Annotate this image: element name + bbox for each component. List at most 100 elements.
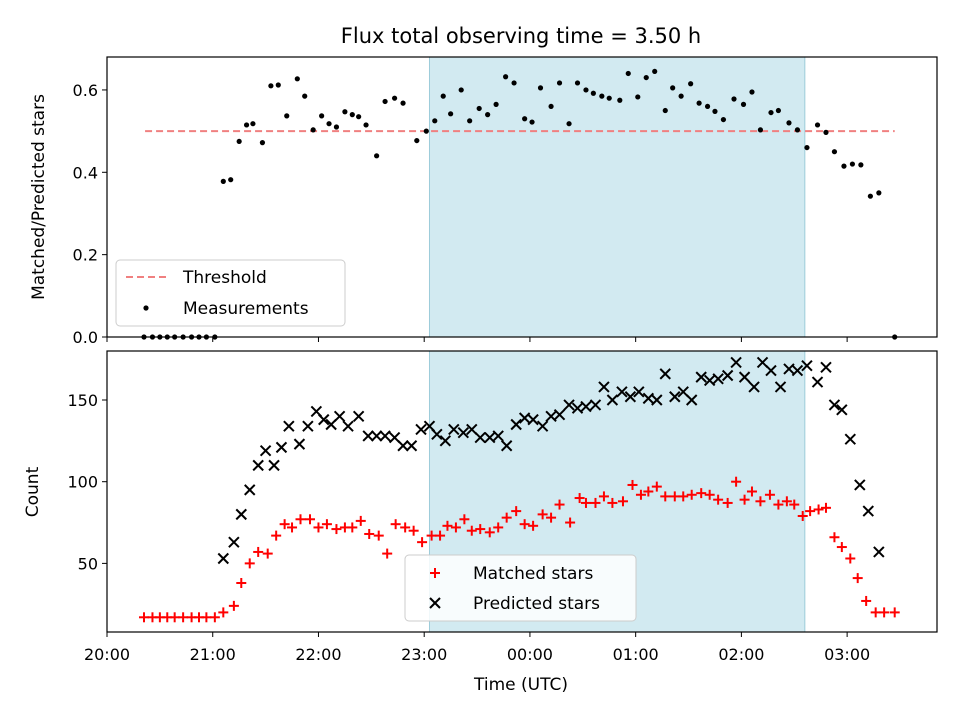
measurement-point xyxy=(635,94,641,100)
predicted-star-point xyxy=(703,374,716,387)
measurement-point xyxy=(670,85,676,91)
x-tick-label: 03:00 xyxy=(824,645,870,664)
predicted-star-point xyxy=(293,438,306,450)
ratio-y-tick-label: 0.6 xyxy=(73,81,98,100)
measurement-point xyxy=(823,129,829,135)
measurement-point xyxy=(599,93,605,99)
ratio-y-tick-label: 0.0 xyxy=(73,328,98,347)
x-tick-label: 00:00 xyxy=(507,645,553,664)
measurement-point xyxy=(731,96,737,102)
predicted-star-point xyxy=(659,368,671,380)
measurement-point xyxy=(678,93,684,99)
measurement-point xyxy=(841,163,847,169)
predicted-star-point xyxy=(244,484,256,496)
measurement-point xyxy=(243,122,250,128)
measurement-point xyxy=(228,177,234,183)
matched-star-point xyxy=(364,528,375,539)
predicted-star-point xyxy=(862,505,874,517)
ratio-panel: 0.0 0.2 0.4 0.6 Matched/Predicted stars Thr… xyxy=(29,56,938,347)
predicted-star-point xyxy=(873,546,885,558)
measurement-point xyxy=(382,98,388,105)
predicted-star-point xyxy=(695,371,707,383)
predicted-star-point xyxy=(616,386,628,398)
matched-star-point xyxy=(400,522,411,533)
predicted-star-point xyxy=(712,373,724,385)
measurement-point xyxy=(606,95,612,101)
matched-star-point xyxy=(408,525,419,536)
matched-star-point xyxy=(459,514,470,525)
measurement-point xyxy=(458,87,464,93)
measurement-point xyxy=(712,108,718,114)
predicted-star-point xyxy=(606,394,619,406)
matched-star-point xyxy=(870,607,881,618)
matched-star-point xyxy=(746,486,757,497)
measurement-point xyxy=(349,112,355,118)
count-y-tick-label: 150 xyxy=(67,391,98,410)
matched-star-point xyxy=(669,491,680,502)
predicted-star-point xyxy=(439,435,452,447)
x-tick-label: 21:00 xyxy=(190,645,236,664)
measurement-point xyxy=(467,118,473,124)
predicted-star-point xyxy=(553,409,566,421)
matched-star-point xyxy=(574,493,585,504)
ratio-y-ticks: 0.0 0.2 0.4 0.6 xyxy=(73,81,107,347)
ratio-panel-frame xyxy=(106,56,938,338)
predicted-star-point xyxy=(844,433,857,445)
measurement-point xyxy=(400,100,406,106)
ratio-legend-box xyxy=(115,259,346,327)
predicted-star-point xyxy=(651,394,663,406)
measurement-point xyxy=(511,80,517,86)
matched-star-point xyxy=(598,491,609,502)
matched-star-point xyxy=(829,532,840,543)
predicted-star-point xyxy=(379,430,391,442)
predicted-star-point xyxy=(801,359,813,372)
matched-star-point xyxy=(501,512,512,523)
ratio-y-tick-label: 0.4 xyxy=(73,163,98,182)
measurement-point xyxy=(768,109,774,116)
count-y-axis-label: Count xyxy=(23,466,43,517)
matched-star-point xyxy=(355,515,366,526)
legend-matched-label: Matched stars xyxy=(473,564,593,584)
predicted-star-point xyxy=(589,399,602,411)
measurement-point xyxy=(529,119,535,125)
x-tick-label: 20:00 xyxy=(84,645,130,664)
count-y-ticks: 50 100 150 xyxy=(67,391,107,573)
matched-star-point xyxy=(643,486,654,497)
matched-star-point xyxy=(635,489,646,500)
legend-measurements-label: Measurements xyxy=(183,299,309,319)
predicted-star-point xyxy=(318,413,330,426)
measurement-point xyxy=(284,113,290,119)
chart-title: Flux total observing time = 3.50 h xyxy=(341,24,701,48)
matched-star-point xyxy=(493,522,504,533)
matched-star-point xyxy=(889,607,900,618)
matched-star-point xyxy=(696,488,707,499)
predicted-star-point xyxy=(259,444,272,457)
matched-star-point xyxy=(755,496,766,507)
predicted-star-point xyxy=(333,410,346,423)
measurement-point xyxy=(319,113,325,119)
matched-star-point xyxy=(426,530,437,541)
predicted-star-point xyxy=(362,430,374,442)
legend-matched-swatch xyxy=(430,568,440,578)
measurement-point xyxy=(643,74,649,81)
predicted-star-point xyxy=(370,430,383,442)
ratio-x-ticks xyxy=(106,337,848,342)
matched-star-point xyxy=(450,522,461,533)
matched-star-point xyxy=(713,494,724,505)
predicted-star-point xyxy=(669,391,681,403)
legend-predicted-label: Predicted stars xyxy=(473,594,600,614)
measurement-point xyxy=(356,114,362,120)
measurement-point xyxy=(448,111,454,117)
matched-star-point xyxy=(764,489,775,500)
matched-star-point xyxy=(201,612,212,623)
measurement-point xyxy=(432,118,438,124)
predicted-star-point xyxy=(811,376,824,388)
matched-star-point xyxy=(797,511,808,522)
matched-star-point xyxy=(271,530,282,541)
matched-star-point xyxy=(836,542,847,553)
matched-star-point xyxy=(511,506,522,517)
measurement-point xyxy=(440,93,446,99)
predicted-star-point xyxy=(228,536,240,548)
measurement-point xyxy=(374,153,380,159)
x-tick-label: 22:00 xyxy=(295,645,341,664)
